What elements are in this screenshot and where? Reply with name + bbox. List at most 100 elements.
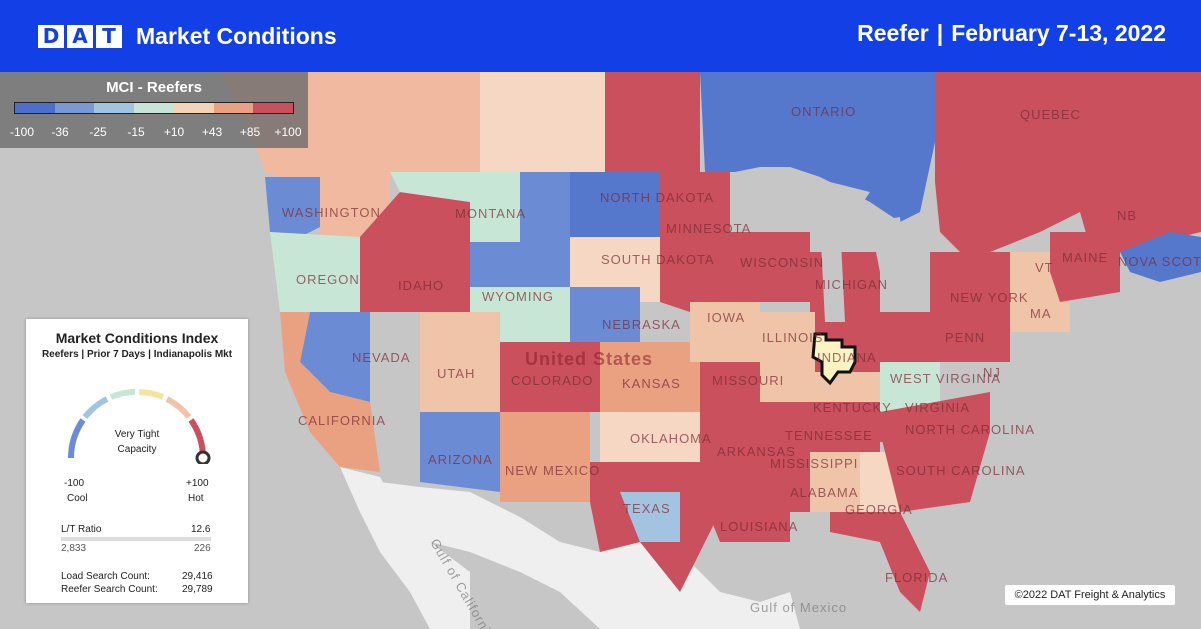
louisiana-region xyxy=(700,492,790,542)
region-label: FLORIDA xyxy=(885,570,948,585)
region-label: INDIANA xyxy=(817,350,877,365)
region-label: NORTH CAROLINA xyxy=(905,422,1035,437)
legend-swatch xyxy=(173,103,214,113)
logo-letter: T xyxy=(96,24,122,48)
region-label: WYOMING xyxy=(482,289,554,304)
south-dakota-region xyxy=(570,237,660,302)
ontario xyxy=(700,72,935,222)
region-label: PENN xyxy=(945,330,985,345)
dat-logo: D A T xyxy=(38,24,122,48)
legend-tick-label: +43 xyxy=(201,125,223,139)
indianapolis-market-outline[interactable] xyxy=(811,332,857,386)
region-label: MONTANA xyxy=(455,206,526,221)
minnesota-region xyxy=(660,172,730,312)
logo-letter: A xyxy=(67,24,93,48)
maine-region xyxy=(1050,232,1120,302)
region-label: MINNESOTA xyxy=(666,221,751,236)
legend-tick-label: +100 xyxy=(274,125,302,139)
washington-east xyxy=(320,177,390,237)
north-dakota-region xyxy=(570,172,660,237)
region-label: ARIZONA xyxy=(428,452,493,467)
carolinas-region xyxy=(880,432,990,512)
region-labels: WASHINGTON OREGON CALIFORNIA NEVADA IDAHO MON… xyxy=(282,104,1201,585)
region-label: NEVADA xyxy=(352,350,411,365)
wisconsin-region xyxy=(730,232,810,302)
kentucky-region xyxy=(800,372,880,402)
mexico-land xyxy=(380,482,800,629)
region-label: WASHINGTON xyxy=(282,205,381,220)
date-range: February 7-13, 2022 xyxy=(951,20,1166,46)
gulf-of-mexico-label: Gulf of Mexico xyxy=(750,600,847,615)
reefer-search-value: 29,789 xyxy=(182,584,213,595)
region-label: MISSOURI xyxy=(712,373,784,388)
lake-michigan xyxy=(820,222,845,322)
country-label: United States xyxy=(525,349,653,369)
load-count: 2,833 xyxy=(61,543,87,554)
reefer-search-label: Reefer Search Count: xyxy=(61,584,158,595)
region-label: ALABAMA xyxy=(790,485,858,500)
lt-ratio-bar xyxy=(61,537,211,541)
kansas-region xyxy=(600,342,700,412)
region-label: QUEBEC xyxy=(1020,107,1081,122)
lt-ratio-label: L/T Ratio xyxy=(61,524,102,535)
region-label: NJ xyxy=(983,365,1001,380)
legend-tick-label: +85 xyxy=(239,125,261,139)
legend-tick-label: -15 xyxy=(127,125,145,139)
arkansas-region xyxy=(700,432,770,492)
legend-tick-label: -36 xyxy=(51,125,69,139)
lt-ratio-value: 12.6 xyxy=(191,524,211,535)
legend-tick-label: -25 xyxy=(89,125,107,139)
washington-region xyxy=(265,177,320,237)
card-title: Market Conditions Index xyxy=(55,330,219,346)
new-york-region xyxy=(930,252,1030,302)
legend-swatch xyxy=(54,103,95,113)
region-label: NOVA SCOTIA xyxy=(1118,254,1201,269)
lake-superior xyxy=(750,182,870,212)
region-label: NORTH DAKOTA xyxy=(600,190,714,205)
legend-swatch xyxy=(134,103,174,113)
region-label: TEXAS xyxy=(623,501,671,516)
region-label: VT xyxy=(1035,260,1054,275)
gauge-min-value: -100 xyxy=(64,478,85,489)
gauge-min-label: Cool xyxy=(67,493,88,504)
gauge-label-line1: Very Tight xyxy=(114,429,160,440)
region-label: NB xyxy=(1117,208,1137,223)
region-label: IDAHO xyxy=(398,278,444,293)
region-label: GEORGIA xyxy=(845,502,913,517)
region-label: LOUISIANA xyxy=(720,519,798,534)
gauge-segment xyxy=(82,396,109,419)
colorado-region xyxy=(500,342,600,412)
header-bar: D A T Market Conditions Reefer | February … xyxy=(0,0,1201,72)
region-label: MAINE xyxy=(1062,250,1108,265)
logo-letter: D xyxy=(38,24,64,48)
region-label: WISCONSIN xyxy=(740,255,824,270)
region-label: COLORADO xyxy=(511,373,593,388)
region-label: ILLINOIS xyxy=(762,330,823,345)
page-title: Market Conditions xyxy=(136,22,337,49)
region-label: SOUTH CAROLINA xyxy=(896,463,1026,478)
region-label: OKLAHOMA xyxy=(630,431,712,446)
region-label: ONTARIO xyxy=(791,104,856,119)
legend-swatch xyxy=(213,103,254,113)
gauge-segment xyxy=(165,396,192,419)
canada-prairie xyxy=(480,72,605,172)
region-label: TENNESSEE xyxy=(785,428,873,443)
alabama-region xyxy=(810,452,860,512)
oregon-region xyxy=(270,232,360,312)
truck-count: 226 xyxy=(194,543,211,554)
region-label: IOWA xyxy=(707,310,745,325)
montana-region xyxy=(390,172,520,242)
florida-region xyxy=(830,512,930,612)
legend-swatch xyxy=(15,103,55,113)
ohio-region xyxy=(860,312,930,372)
nebraska-region xyxy=(570,287,640,342)
region-label: MA xyxy=(1030,306,1052,321)
header-separator: | xyxy=(936,20,944,46)
load-search-label: Load Search Count: xyxy=(61,571,150,582)
region-label: NEBRASKA xyxy=(602,317,681,332)
region-label: CALIFORNIA xyxy=(298,413,386,428)
mci-legend: MCI - Reefers -100 -36 -25 -15 +10 +43 +85 +100 xyxy=(0,72,308,148)
region-label: SOUTH DAKOTA xyxy=(601,252,715,267)
region-label: MISSISSIPPI xyxy=(770,456,858,471)
header-subtitle: Reefer | February 7-13, 2022 xyxy=(857,20,1166,47)
